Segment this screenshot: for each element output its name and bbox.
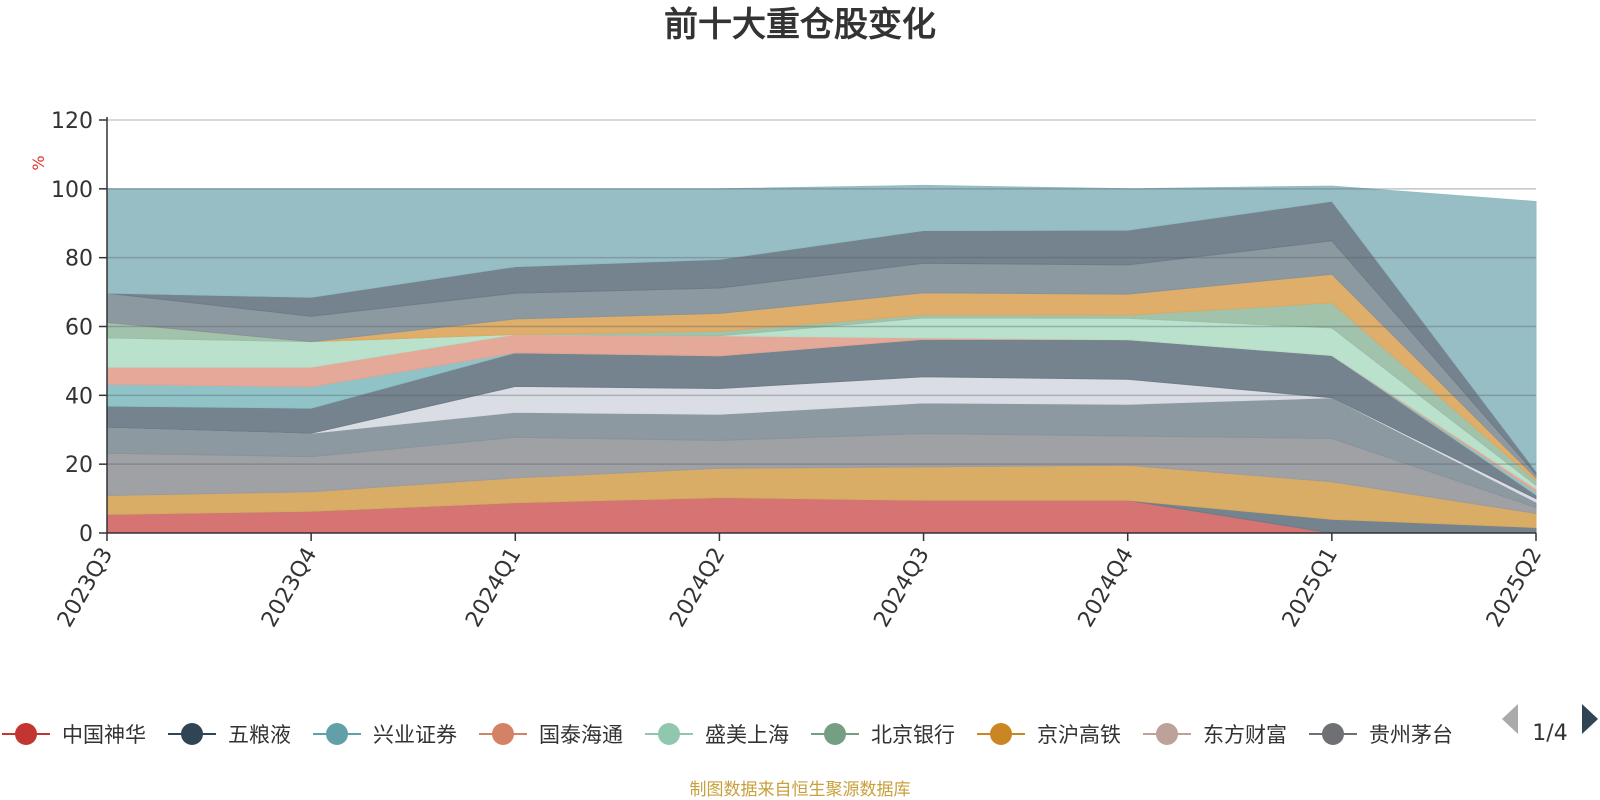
y-tick-label-20: 20 [65,453,93,478]
x-tick-label-0: 2023Q3 [53,544,118,632]
y-tick-label-0: 0 [79,522,93,547]
x-tick-label-2: 2024Q1 [461,544,526,632]
legend-item-1[interactable]: 五粮液 [168,723,291,747]
legend-marker-0 [15,723,37,745]
legend-marker-2 [326,723,348,745]
y-axis-ticks: 0 20 40 60 80 100 120 [51,109,107,547]
legend-marker-1 [181,723,203,745]
y-axis-unit: % [29,155,48,170]
y-tick-label-80: 80 [65,247,93,272]
legend-item-3[interactable]: 国泰海通 [479,723,623,747]
legend-label-8: 贵州茅台 [1369,723,1453,747]
legend-marker-7 [1156,723,1178,745]
legend-item-7[interactable]: 东方财富 [1143,723,1287,747]
x-axis-ticks: 2023Q3 2023Q4 2024Q1 2024Q2 2024Q3 2024Q4 2025… [53,533,1547,632]
x-tick-label-4: 2024Q3 [869,544,934,632]
legend-label-4: 盛美上海 [705,723,789,747]
x-tick-label-7: 2025Q2 [1482,544,1547,632]
legend-pager: 1/4 [1502,704,1598,746]
grid-lines [107,119,1536,465]
legend-marker-8 [1322,723,1344,745]
legend-item-8[interactable]: 贵州茅台 [1309,723,1453,747]
area-series-14 [106,184,1537,473]
legend-label-3: 国泰海通 [539,723,623,747]
source-note: 制图数据来自恒生聚源数据库 [690,780,911,800]
x-tick-label-1: 2023Q4 [257,544,322,632]
y-tick-label-100: 100 [51,178,93,203]
legend-marker-5 [824,723,846,745]
legend-item-2[interactable]: 兴业证券 [313,723,457,747]
legend-label-6: 京沪高铁 [1037,723,1121,747]
pager-prev-icon[interactable] [1502,704,1518,734]
y-tick-label-120: 120 [51,109,93,134]
legend-marker-3 [492,723,514,745]
x-tick-label-5: 2024Q4 [1074,544,1139,632]
stacked-areas [106,184,1537,534]
legend-label-1: 五粮液 [228,723,291,747]
y-tick-label-40: 40 [65,384,93,409]
legend-item-5[interactable]: 北京银行 [811,723,955,747]
legend-label-7: 东方财富 [1203,723,1287,747]
legend-marker-6 [990,723,1012,745]
pager-label: 1/4 [1532,721,1567,746]
legend-item-4[interactable]: 盛美上海 [645,723,789,747]
legend-item-0[interactable]: 中国神华 [2,723,146,747]
x-tick-label-3: 2024Q2 [665,544,730,632]
chart-title: 前十大重仓股变化 [664,5,936,45]
legend-marker-4 [658,723,680,745]
legend: 中国神华 五粮液 兴业证券 国泰海通 盛美上海 北京银行 京沪高铁 东方财富 贵州茅台 [2,723,1453,747]
y-tick-label-60: 60 [65,316,93,341]
legend-item-6[interactable]: 京沪高铁 [977,723,1121,747]
legend-label-2: 兴业证券 [373,723,457,747]
x-tick-label-6: 2025Q1 [1278,544,1343,632]
legend-label-0: 中国神华 [62,723,146,747]
pager-next-icon[interactable] [1582,704,1598,734]
legend-label-5: 北京银行 [871,723,955,747]
